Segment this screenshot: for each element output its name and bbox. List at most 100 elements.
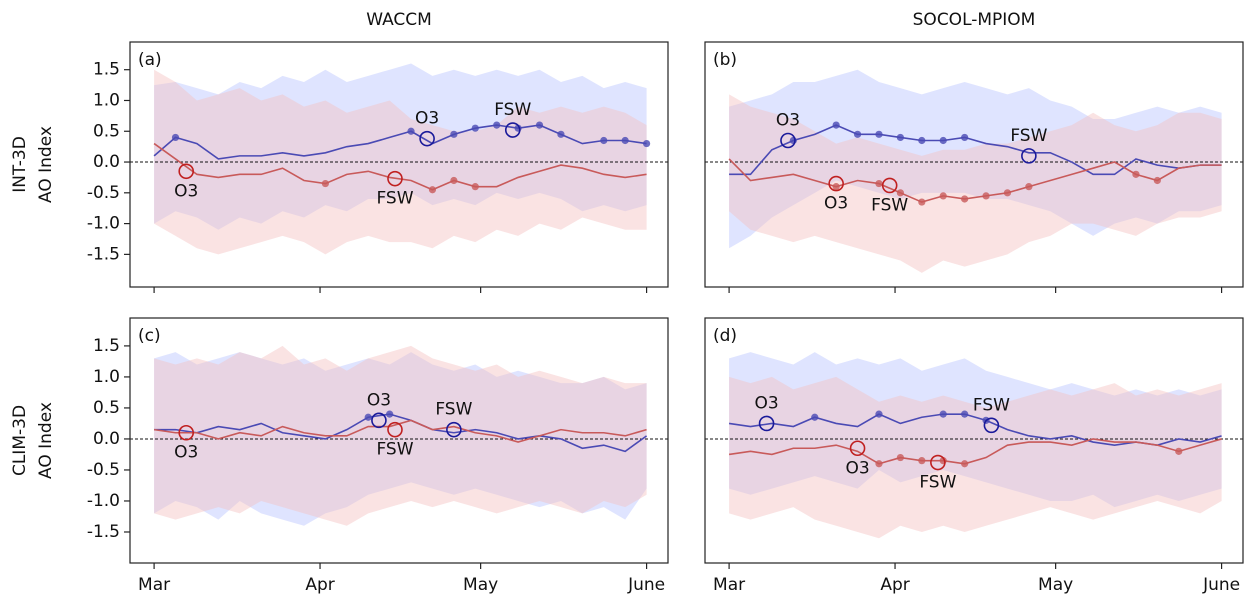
event-marker <box>371 412 387 429</box>
event-label: O3 <box>174 443 198 463</box>
y-tick-label: -1.5 <box>87 522 120 542</box>
plot-frame <box>704 41 1244 288</box>
significant-dot <box>450 176 458 185</box>
series-line <box>729 124 1222 176</box>
series-line <box>728 158 1222 203</box>
significant-dot <box>600 136 608 145</box>
x-tick-label: June <box>627 575 665 595</box>
event-label: FSW <box>1010 126 1047 146</box>
x-tick-label: Apr <box>880 575 909 595</box>
y-axis-label: AO Index <box>36 402 56 479</box>
significant-dot <box>918 136 926 145</box>
spread-band <box>729 376 1222 539</box>
event-marker <box>178 424 195 441</box>
y-tick-label: -0.5 <box>87 183 120 203</box>
y-tick-label: 1.5 <box>93 60 120 80</box>
significant-dot <box>939 136 947 145</box>
x-tick-label: May <box>463 575 498 595</box>
y-tick-label: -0.5 <box>87 460 120 480</box>
x-tick-label: June <box>1202 575 1240 595</box>
panel-label: (b) <box>713 50 737 70</box>
event-label: FSW <box>973 395 1010 415</box>
event-marker <box>930 454 946 471</box>
event-label: O3 <box>824 194 848 214</box>
significant-dot <box>450 130 458 138</box>
series-line <box>154 413 648 453</box>
significant-dot <box>896 189 904 197</box>
panel-label: (d) <box>713 326 737 346</box>
column-title: SOCOL-MPIOM <box>913 10 1036 30</box>
significant-dot <box>875 460 883 468</box>
y-tick-label: 0.5 <box>93 121 120 141</box>
spread-band <box>154 63 647 230</box>
event-label: FSW <box>376 189 413 209</box>
series-line <box>153 419 647 443</box>
panel-label: (a) <box>138 50 162 70</box>
event-label: FSW <box>435 400 472 420</box>
column-title: WACCM <box>366 10 432 30</box>
significant-dot <box>789 136 797 145</box>
significant-dot <box>875 410 883 418</box>
significant-dot <box>875 130 883 138</box>
event-marker <box>780 132 796 149</box>
plot-frame <box>129 317 669 564</box>
event-marker <box>881 177 898 194</box>
significant-dot <box>1003 189 1012 197</box>
event-label: O3 <box>174 181 198 201</box>
y-tick-label: 0.0 <box>93 152 120 172</box>
significant-dot <box>493 121 501 129</box>
event-marker <box>387 170 403 187</box>
y-tick-label: -1.0 <box>87 214 120 234</box>
significant-dot <box>918 457 926 465</box>
event-label: FSW <box>376 440 413 460</box>
event-marker <box>849 440 866 457</box>
event-marker <box>419 130 435 147</box>
x-tick-label: Apr <box>305 575 334 595</box>
plot-area <box>130 63 668 255</box>
event-marker <box>758 415 775 432</box>
event-marker <box>446 421 462 438</box>
significant-dot <box>386 410 394 418</box>
significant-dot <box>1132 170 1140 178</box>
significant-dot <box>961 133 969 142</box>
x-tick-label: Mar <box>138 575 170 595</box>
significant-dot <box>811 413 819 421</box>
plot-area <box>705 69 1243 273</box>
significant-dot <box>918 198 926 206</box>
event-label: FSW <box>919 473 956 493</box>
significant-dot <box>832 183 840 191</box>
y-tick-label: -1.0 <box>87 491 120 511</box>
y-tick-label: 1.0 <box>93 90 120 110</box>
significant-dot <box>896 453 904 462</box>
plot-frame <box>704 317 1244 564</box>
event-label: O3 <box>845 458 869 478</box>
event-label: FSW <box>494 100 531 120</box>
event-marker <box>504 122 521 138</box>
significant-dot <box>321 179 329 188</box>
event-marker <box>1021 148 1037 164</box>
significant-dot <box>875 179 883 188</box>
significant-dot <box>896 133 904 142</box>
significant-dot <box>471 124 479 132</box>
significant-dot <box>407 127 415 135</box>
significant-dot <box>364 413 372 421</box>
significant-dot <box>621 136 629 145</box>
series-line <box>728 438 1222 465</box>
series-line <box>153 142 647 191</box>
event-label: O3 <box>367 390 391 410</box>
plot-area <box>130 345 668 526</box>
significant-dot <box>1025 183 1033 191</box>
event-marker <box>178 163 195 180</box>
y-tick-label: 0.0 <box>93 429 120 449</box>
row-title: CLIM-3D <box>10 405 30 476</box>
x-tick-label: Mar <box>713 575 745 595</box>
significant-dot <box>642 139 651 148</box>
spread-band <box>729 69 1222 249</box>
significant-dot <box>832 121 840 129</box>
event-label: O3 <box>415 109 439 129</box>
significant-dot <box>171 133 180 142</box>
y-tick-label: -1.5 <box>87 244 120 264</box>
spread-band <box>154 345 647 526</box>
event-label: O3 <box>754 393 778 413</box>
